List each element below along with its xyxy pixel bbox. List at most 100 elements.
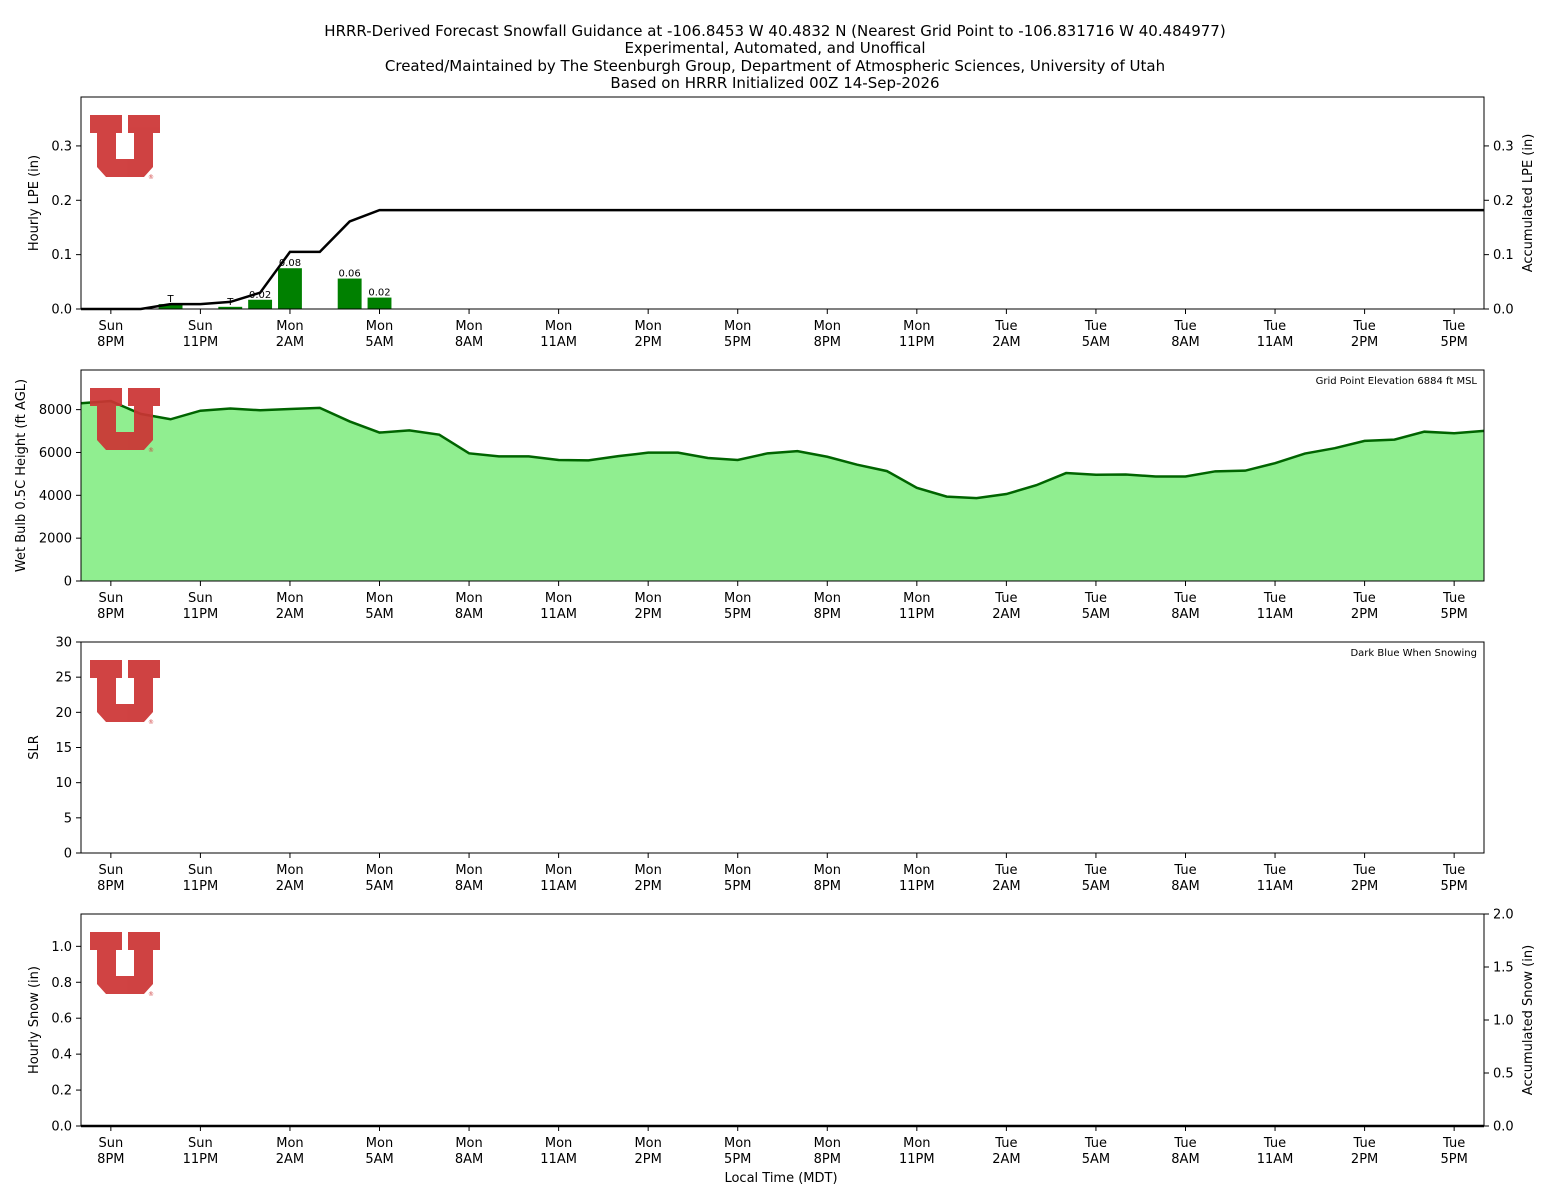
snow-xtick-time-11: 5AM bbox=[1082, 1152, 1110, 1167]
university-logo: ® bbox=[90, 660, 160, 726]
wetbulb-ytick-label-0: 0 bbox=[64, 575, 72, 590]
slr-ytick-label-5: 25 bbox=[55, 671, 72, 686]
slr-xtick-day-10: Tue bbox=[994, 863, 1017, 878]
snow-ytick-label-2: 0.4 bbox=[51, 1048, 72, 1063]
slr-xtick-time-12: 8AM bbox=[1171, 879, 1199, 894]
logo-registered-mark: ® bbox=[148, 447, 154, 454]
slr-xtick-time-3: 5AM bbox=[365, 879, 393, 894]
wetbulb-ylabel: Wet Bulb 0.5C Height (ft AGL) bbox=[14, 379, 29, 572]
lpe-bar-label-0: T bbox=[166, 294, 174, 305]
slr-ytick-label-1: 5 bbox=[64, 811, 72, 826]
snow-ytick-right-label-1: 0.5 bbox=[1493, 1067, 1514, 1082]
slr-xtick-time-8: 8PM bbox=[814, 879, 841, 894]
slr-xtick-time-10: 2AM bbox=[992, 879, 1020, 894]
lpe-xtick-time-0: 8PM bbox=[97, 335, 124, 350]
wetbulb-xtick-time-15: 5PM bbox=[1440, 607, 1467, 622]
lpe-bar-label-2: 0.02 bbox=[249, 290, 271, 301]
panel-snow: ® 0.0 0.2 0.4 0.6 0.8 1.0 0.0 0.5 1.0 1.5 2.0 Accumu… bbox=[27, 908, 1536, 1168]
panel-slr: ® 0 5 10 15 20 25 30 SLR Dark Blue When Snowing Su… bbox=[27, 636, 1485, 894]
lpe-xtick-time-11: 5AM bbox=[1082, 335, 1110, 350]
lpe-xtick-day-2: Mon bbox=[276, 319, 303, 334]
lpe-bar-0 bbox=[158, 304, 183, 309]
lpe-axes-frame bbox=[80, 96, 1485, 310]
slr-xtick-time-7: 5PM bbox=[724, 879, 751, 894]
logo-u-shape bbox=[90, 660, 160, 722]
slr-xtick-time-0: 8PM bbox=[97, 879, 124, 894]
lpe-xtick-day-3: Mon bbox=[366, 319, 393, 334]
lpe-xtick-day-10: Tue bbox=[994, 319, 1017, 334]
snow-xtick-day-1: Sun bbox=[188, 1136, 213, 1151]
snow-ytick-label-3: 0.6 bbox=[51, 1012, 72, 1027]
panel-wetbulb: ® 0 2000 4000 6000 8000 Wet Bulb 0.5C Height (… bbox=[14, 369, 1485, 622]
wetbulb-xtick-day-10: Tue bbox=[994, 591, 1017, 606]
lpe-xtick-time-2: 2AM bbox=[276, 335, 304, 350]
wetbulb-xtick-time-6: 2PM bbox=[635, 607, 662, 622]
wetbulb-xtick-time-0: 8PM bbox=[97, 607, 124, 622]
snow-xtick-time-0: 8PM bbox=[97, 1152, 124, 1167]
snow-xtick-time-6: 2PM bbox=[635, 1152, 662, 1167]
snow-xtick-day-2: Mon bbox=[276, 1136, 303, 1151]
slr-axes-frame bbox=[80, 641, 1485, 854]
logo-registered-mark: ® bbox=[148, 991, 154, 998]
snow-ytick-right-label-2: 1.0 bbox=[1493, 1014, 1514, 1029]
wetbulb-xtick-day-3: Mon bbox=[366, 591, 393, 606]
lpe-ylabel-right: Accumulated LPE (in) bbox=[1521, 134, 1536, 273]
slr-xtick-day-3: Mon bbox=[366, 863, 393, 878]
slr-xtick-time-5: 11AM bbox=[540, 879, 577, 894]
lpe-xtick-time-8: 8PM bbox=[814, 335, 841, 350]
slr-xtick-day-9: Mon bbox=[903, 863, 930, 878]
slr-xtick-time-11: 5AM bbox=[1082, 879, 1110, 894]
lpe-xtick-day-1: Sun bbox=[188, 319, 213, 334]
wetbulb-ytick-label-3: 6000 bbox=[39, 446, 72, 461]
snow-xtick-time-4: 8AM bbox=[455, 1152, 483, 1167]
title-line-1: HRRR-Derived Forecast Snowfall Guidance … bbox=[324, 22, 1225, 40]
wetbulb-xtick-time-1: 11PM bbox=[183, 607, 219, 622]
slr-annotation: Dark Blue When Snowing bbox=[1350, 648, 1477, 659]
snow-xtick-day-14: Tue bbox=[1352, 1136, 1375, 1151]
lpe-xtick-time-6: 2PM bbox=[635, 335, 662, 350]
university-logo: ® bbox=[90, 388, 160, 454]
wetbulb-xtick-time-9: 11PM bbox=[899, 607, 935, 622]
wetbulb-area-fill bbox=[81, 401, 1484, 581]
wetbulb-xtick-time-8: 8PM bbox=[814, 607, 841, 622]
logo-registered-mark: ® bbox=[148, 719, 154, 726]
wetbulb-xtick-day-4: Mon bbox=[455, 591, 482, 606]
lpe-xtick-day-12: Tue bbox=[1173, 319, 1196, 334]
snow-ytick-right-label-3: 1.5 bbox=[1493, 961, 1514, 976]
wetbulb-xtick-day-6: Mon bbox=[634, 591, 661, 606]
snow-ytick-right-label-0: 0.0 bbox=[1493, 1120, 1514, 1135]
wetbulb-ytick-label-4: 8000 bbox=[39, 403, 72, 418]
slr-xtick-day-8: Mon bbox=[814, 863, 841, 878]
lpe-ytick-right-label-0: 0.0 bbox=[1493, 303, 1514, 318]
snow-xtick-time-14: 2PM bbox=[1351, 1152, 1378, 1167]
wetbulb-xtick-time-5: 11AM bbox=[540, 607, 577, 622]
snow-xtick-time-1: 11PM bbox=[183, 1152, 219, 1167]
lpe-xtick-time-4: 8AM bbox=[455, 335, 483, 350]
university-logo: ® bbox=[90, 115, 160, 181]
lpe-xtick-time-13: 11AM bbox=[1257, 335, 1294, 350]
snow-xtick-day-13: Tue bbox=[1263, 1136, 1286, 1151]
wetbulb-xtick-day-13: Tue bbox=[1263, 591, 1286, 606]
wetbulb-xtick-time-13: 11AM bbox=[1257, 607, 1294, 622]
wetbulb-xtick-time-10: 2AM bbox=[992, 607, 1020, 622]
lpe-xtick-day-15: Tue bbox=[1442, 319, 1465, 334]
slr-xtick-time-13: 11AM bbox=[1257, 879, 1294, 894]
snow-xtick-time-3: 5AM bbox=[365, 1152, 393, 1167]
lpe-xtick-time-7: 5PM bbox=[724, 335, 751, 350]
x-axis-label: Local Time (MDT) bbox=[724, 1171, 837, 1186]
wetbulb-xtick-day-5: Mon bbox=[545, 591, 572, 606]
slr-xtick-time-1: 11PM bbox=[183, 879, 219, 894]
lpe-xtick-time-3: 5AM bbox=[365, 335, 393, 350]
snow-ylabel: Hourly Snow (in) bbox=[27, 966, 42, 1074]
wetbulb-xtick-time-11: 5AM bbox=[1082, 607, 1110, 622]
snow-xtick-day-5: Mon bbox=[545, 1136, 572, 1151]
slr-ytick-label-0: 0 bbox=[64, 847, 72, 862]
snow-xtick-day-8: Mon bbox=[814, 1136, 841, 1151]
lpe-bar-1 bbox=[218, 306, 243, 309]
logo-registered-mark: ® bbox=[148, 174, 154, 181]
lpe-ytick-label-0: 0.0 bbox=[51, 303, 72, 318]
lpe-xtick-day-0: Sun bbox=[98, 319, 123, 334]
slr-xtick-day-5: Mon bbox=[545, 863, 572, 878]
snow-xtick-day-0: Sun bbox=[98, 1136, 123, 1151]
